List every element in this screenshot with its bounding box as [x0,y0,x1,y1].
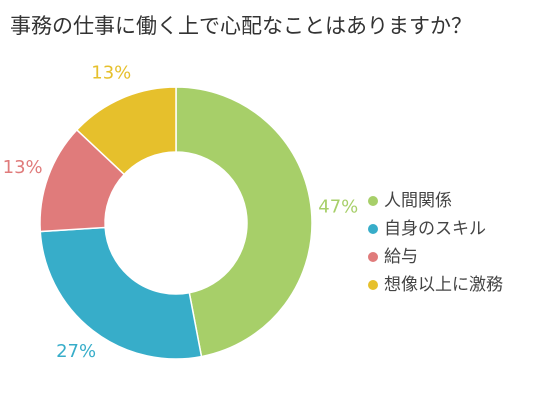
percent-label-4: 13% [91,62,131,83]
legend-label-2: 自身のスキル [384,219,486,239]
percent-labels-group: 47% 27% 13% 13% [3,62,359,361]
percent-label-2: 27% [56,341,96,362]
legend-marker-3 [368,252,378,262]
percent-label-1: 47% [318,197,358,218]
slice-2 [39,226,203,360]
legend-label-1: 人間関係 [384,191,452,211]
percent-label-3: 13% [3,157,43,178]
legend-label-4: 想像以上に激務 [384,275,503,295]
legend-marker-2 [368,224,378,234]
chart-title: 事務の仕事に働く上で心配なことはありますか？ [10,14,472,38]
slice-4 [75,86,177,176]
legend-marker-4 [368,280,378,290]
legend-marker-1 [368,196,378,206]
legend-label-3: 給与 [384,247,418,267]
slices-group [39,86,313,360]
slice-1 [175,86,313,358]
